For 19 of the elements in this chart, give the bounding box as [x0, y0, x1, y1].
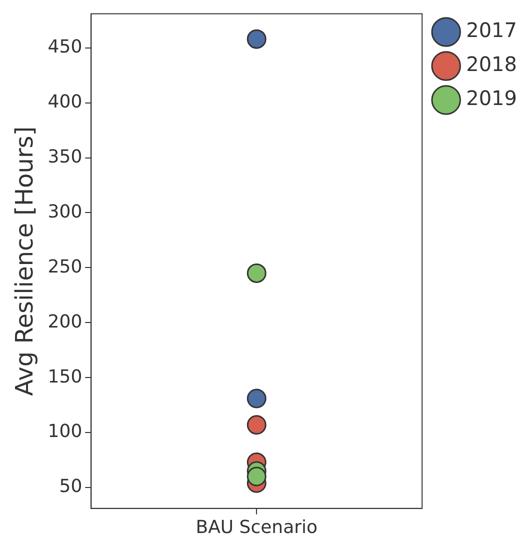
- y-tick-label: 300: [48, 201, 82, 222]
- point: [246, 263, 266, 283]
- point: [246, 388, 266, 408]
- y-tick-label: 200: [48, 311, 82, 332]
- y-tick-label: 50: [59, 476, 82, 498]
- legend-label: 2017: [466, 18, 518, 42]
- point: [246, 466, 266, 486]
- x-tick-label: BAU Scenario: [196, 516, 318, 538]
- y-tick-label: 350: [48, 146, 82, 168]
- legend-label: 2019: [466, 86, 518, 110]
- legend-label: 2018: [466, 52, 518, 76]
- y-tick-label: 150: [48, 366, 82, 388]
- y-tick-label: 250: [48, 256, 82, 278]
- y-tick-label: 400: [48, 92, 82, 112]
- y-axis-title: Avg Resilience [Hours]: [10, 126, 39, 396]
- y-tick-label: 450: [48, 36, 82, 58]
- point: [246, 29, 266, 49]
- y-tick-label: 100: [48, 421, 82, 442]
- point: [246, 415, 266, 435]
